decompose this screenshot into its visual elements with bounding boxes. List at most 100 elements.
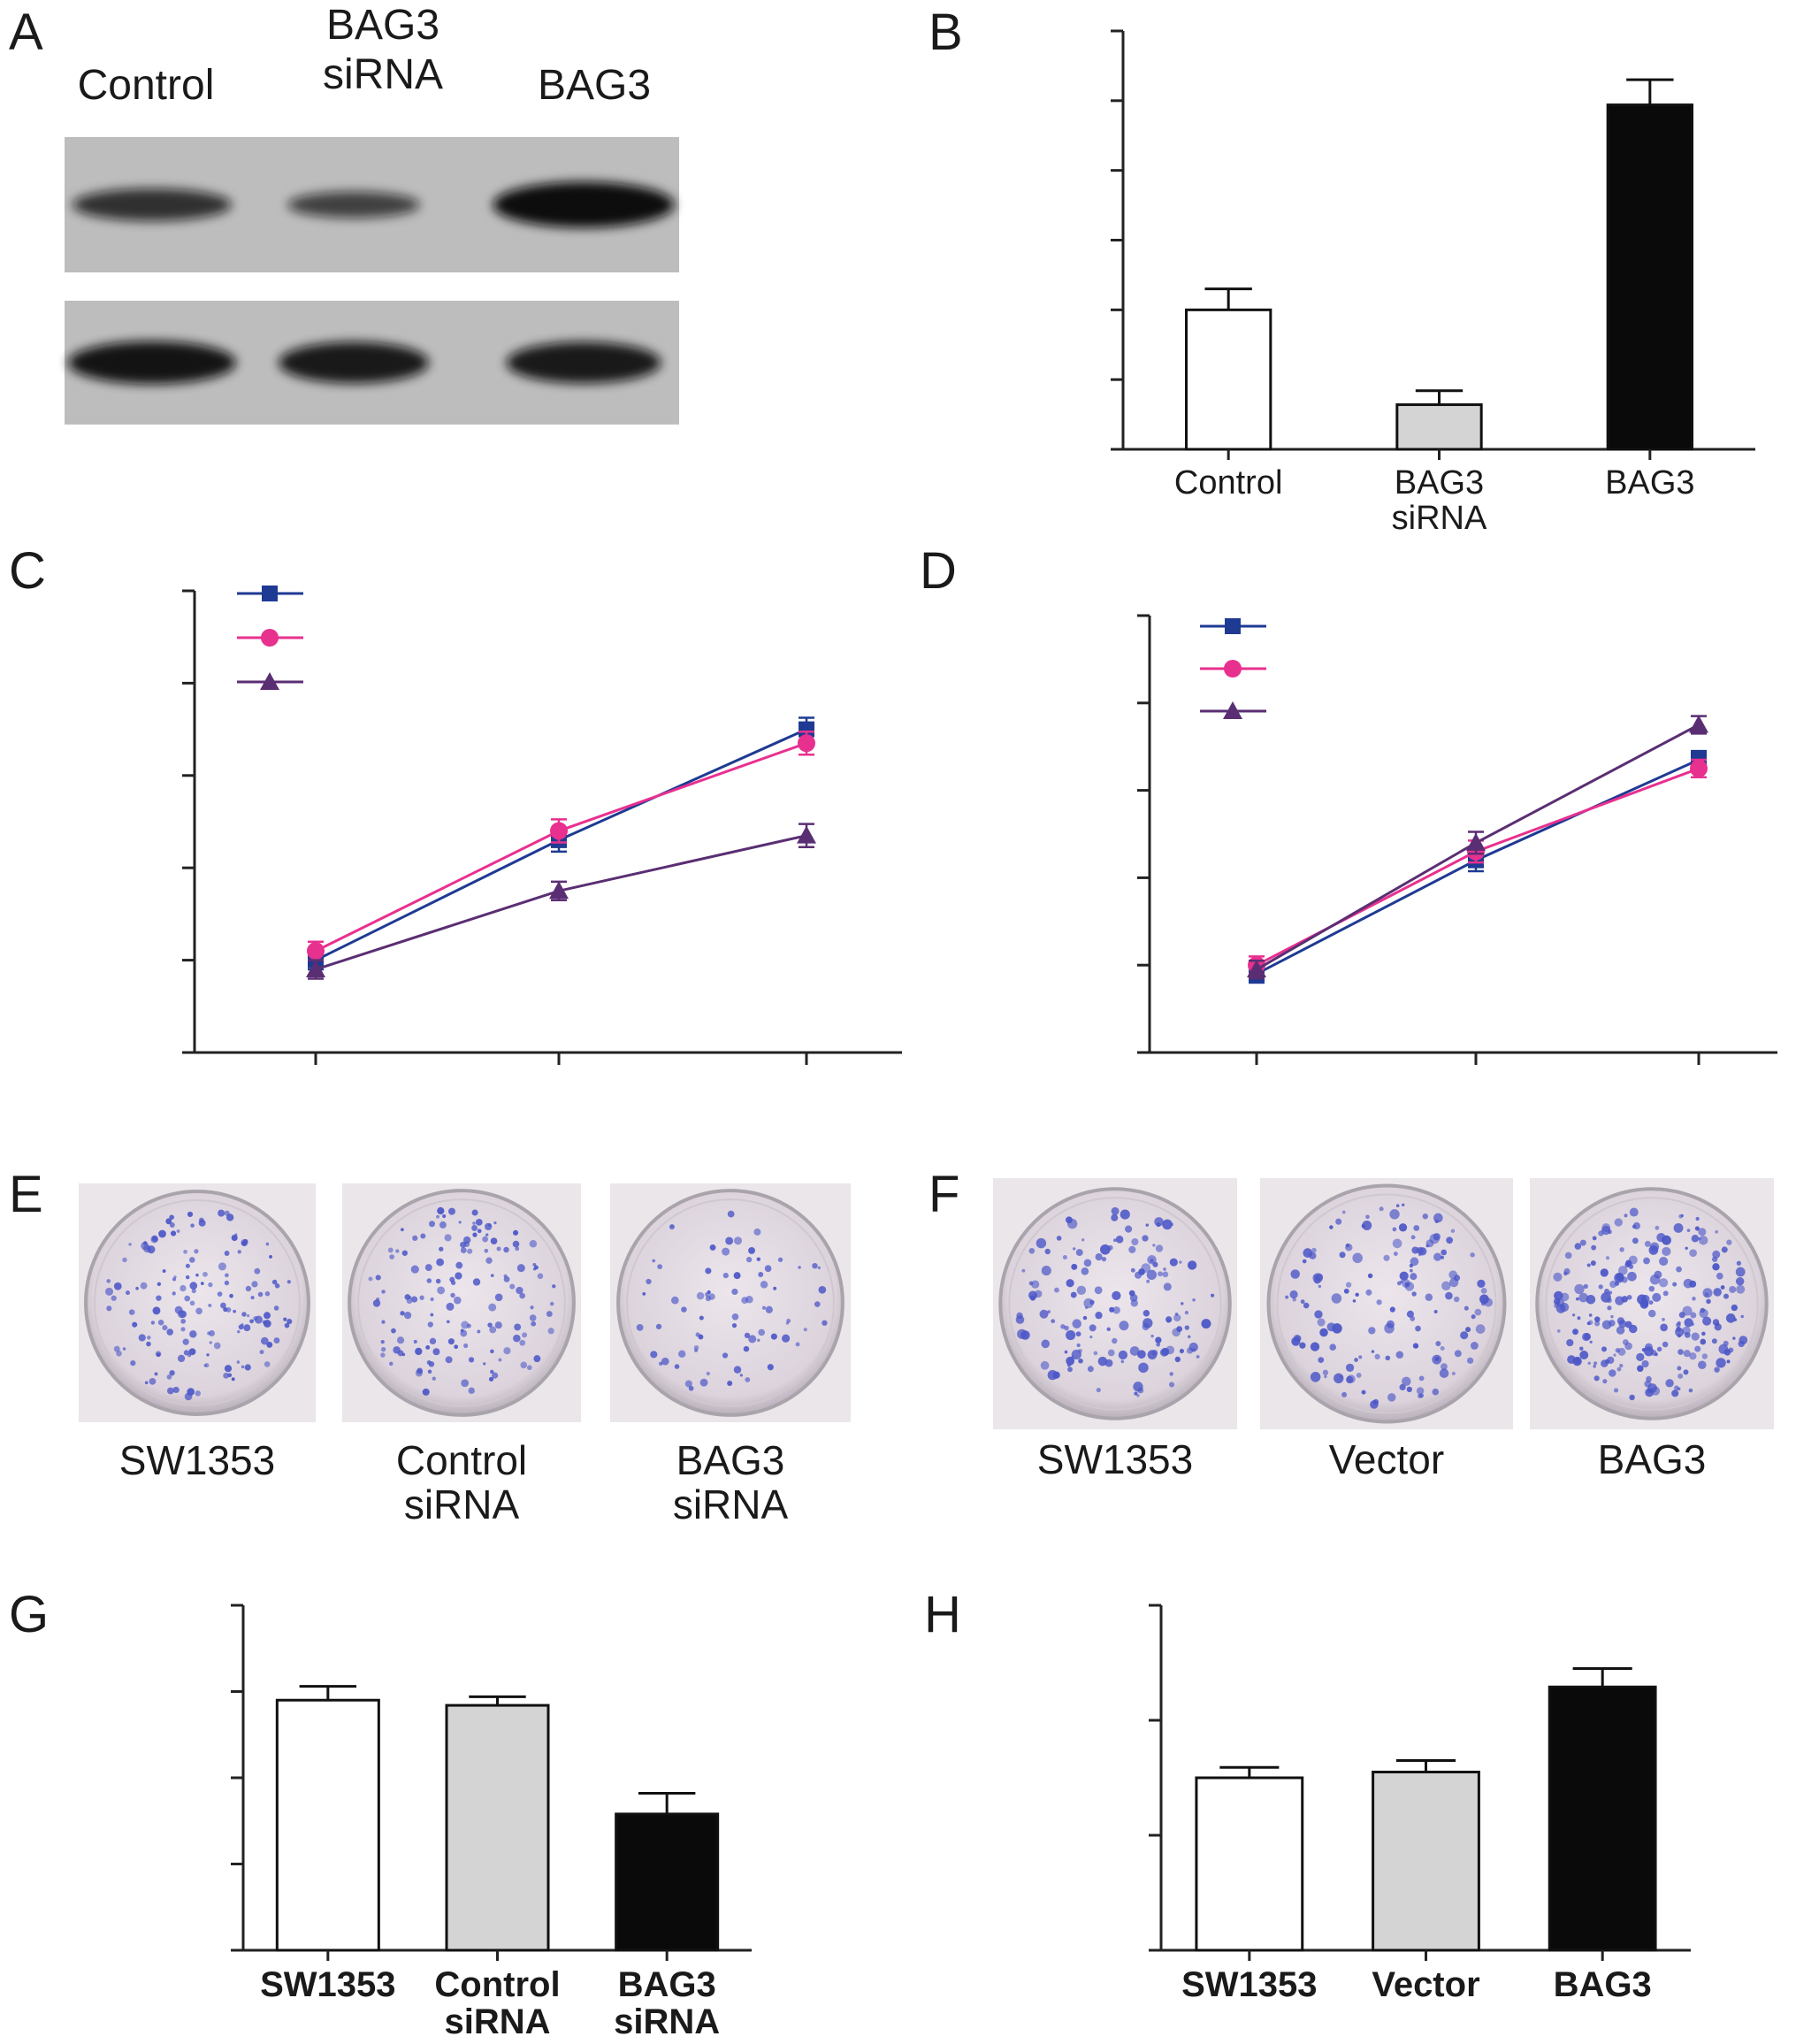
colony	[1609, 1280, 1617, 1289]
colony	[822, 1320, 828, 1326]
colony	[236, 1360, 241, 1364]
colony	[1047, 1310, 1051, 1314]
colony	[1134, 1391, 1138, 1396]
colony	[748, 1335, 757, 1344]
colony	[475, 1219, 483, 1226]
colony	[174, 1305, 183, 1314]
colony	[1651, 1386, 1661, 1396]
colony	[1601, 1223, 1611, 1233]
colony	[1586, 1321, 1591, 1326]
marker-square	[1225, 618, 1241, 634]
colony	[1553, 1272, 1563, 1282]
colony	[241, 1312, 247, 1317]
colony	[706, 1371, 710, 1376]
colony	[746, 1256, 753, 1263]
colony	[125, 1290, 130, 1296]
colony	[122, 1347, 126, 1351]
colony	[410, 1296, 418, 1303]
colony	[1616, 1317, 1624, 1325]
marker-triangle	[797, 825, 816, 844]
colony	[169, 1370, 175, 1376]
colony	[1154, 1217, 1164, 1227]
colony	[273, 1337, 280, 1344]
colony	[1694, 1345, 1701, 1352]
colony	[200, 1282, 204, 1285]
colony	[1300, 1299, 1305, 1305]
colony	[1400, 1280, 1403, 1283]
colony	[1688, 1388, 1693, 1393]
colony	[1616, 1326, 1625, 1335]
colony	[1470, 1342, 1479, 1350]
colony	[1576, 1297, 1579, 1301]
colony	[237, 1250, 241, 1254]
colony	[705, 1267, 712, 1275]
colony	[1111, 1206, 1120, 1215]
colony	[1648, 1245, 1659, 1255]
colony	[1614, 1281, 1620, 1286]
colony	[1174, 1356, 1181, 1363]
colony	[1441, 1363, 1448, 1371]
colony	[1578, 1292, 1588, 1303]
colony	[1622, 1339, 1629, 1345]
colony	[1716, 1358, 1726, 1368]
colony	[185, 1275, 190, 1280]
colony	[1158, 1271, 1163, 1277]
colony	[669, 1224, 675, 1230]
colony	[1619, 1363, 1624, 1368]
colony	[1314, 1310, 1323, 1319]
colony	[287, 1280, 291, 1284]
colony	[208, 1282, 213, 1288]
colony	[1418, 1375, 1425, 1382]
colony	[1648, 1300, 1654, 1305]
colony	[552, 1284, 556, 1289]
colony	[271, 1279, 278, 1285]
colony	[1082, 1315, 1088, 1321]
colony	[722, 1352, 729, 1359]
colony	[515, 1246, 520, 1252]
colony	[531, 1321, 537, 1327]
panel-letter-e: E	[9, 1166, 43, 1223]
colony	[1186, 1347, 1194, 1354]
colony	[1163, 1282, 1172, 1291]
colony	[413, 1339, 417, 1344]
colony	[812, 1262, 818, 1269]
bar	[1548, 1685, 1657, 1952]
colony	[435, 1278, 441, 1284]
colony	[1554, 1290, 1563, 1301]
culture-dish	[616, 1189, 845, 1417]
colony	[284, 1322, 290, 1328]
dish-rim	[357, 1198, 566, 1407]
colony	[1689, 1249, 1697, 1258]
colony	[1644, 1240, 1651, 1247]
colony	[1343, 1288, 1349, 1294]
colony	[218, 1262, 226, 1271]
colony	[739, 1374, 743, 1377]
marker-circle	[1224, 660, 1242, 678]
colony	[1179, 1348, 1185, 1354]
colony	[283, 1317, 287, 1321]
colony	[773, 1286, 777, 1290]
colony	[224, 1365, 233, 1373]
colony	[770, 1333, 777, 1340]
colony	[439, 1246, 444, 1252]
colony	[1700, 1338, 1707, 1345]
chart-d-proliferation-overexpression	[1137, 614, 1777, 1065]
colony	[1471, 1314, 1476, 1320]
colony	[1095, 1253, 1103, 1261]
colony	[1395, 1351, 1404, 1359]
colony	[1577, 1316, 1581, 1321]
colony	[1387, 1393, 1396, 1402]
colony	[1354, 1358, 1358, 1362]
colony	[1163, 1267, 1166, 1271]
chart-g-colony-number-sirna: SW1353 Control siRNA BAG3 siRNA	[231, 1604, 752, 2041]
panel-letter-a: A	[9, 4, 43, 61]
colony	[1725, 1313, 1736, 1323]
colony	[182, 1338, 189, 1345]
colony	[1402, 1203, 1405, 1206]
colony	[446, 1302, 455, 1311]
colony	[484, 1248, 489, 1253]
colony	[1015, 1315, 1025, 1324]
colony	[1162, 1219, 1173, 1230]
colony	[1415, 1325, 1421, 1332]
colony	[454, 1344, 459, 1350]
